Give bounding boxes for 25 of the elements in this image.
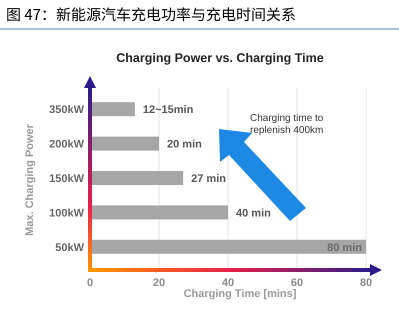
bar [90,240,366,254]
y-axis-title: Max. Charging Power [24,123,36,236]
data-label: 27 min [191,173,226,185]
annotation: Charging time to replenish 400km [250,113,324,136]
y-tick-label: 50kW [55,242,85,254]
chart-title: 图 47：新能源汽车充电功率与充电时间关系 [6,4,296,25]
y-tick-label: 350kW [49,104,85,116]
x-tick-label: 20 [152,277,166,289]
bar [90,136,159,151]
y-tick-label: 200kW [49,138,85,151]
x-tick-label: 80 [360,277,372,289]
bar [90,205,228,220]
annotation: 12~15min [142,104,194,116]
x-tick-label: 0 [86,277,94,289]
x-axis-title: Charging Time [mins] [184,288,297,300]
bar [90,102,135,116]
x-tick-label: 60 [290,277,304,289]
y-tick-label: 150kW [49,173,85,185]
chart-subtitle: Charging Power vs. Charging Time [116,51,324,65]
x-tick-label: 40 [222,277,234,289]
data-label: 40 min [236,207,272,220]
data-label: 80 min [327,242,362,254]
bar [90,171,184,185]
data-label: 20 min [167,138,202,151]
y-tick-label: 100kW [49,207,85,220]
